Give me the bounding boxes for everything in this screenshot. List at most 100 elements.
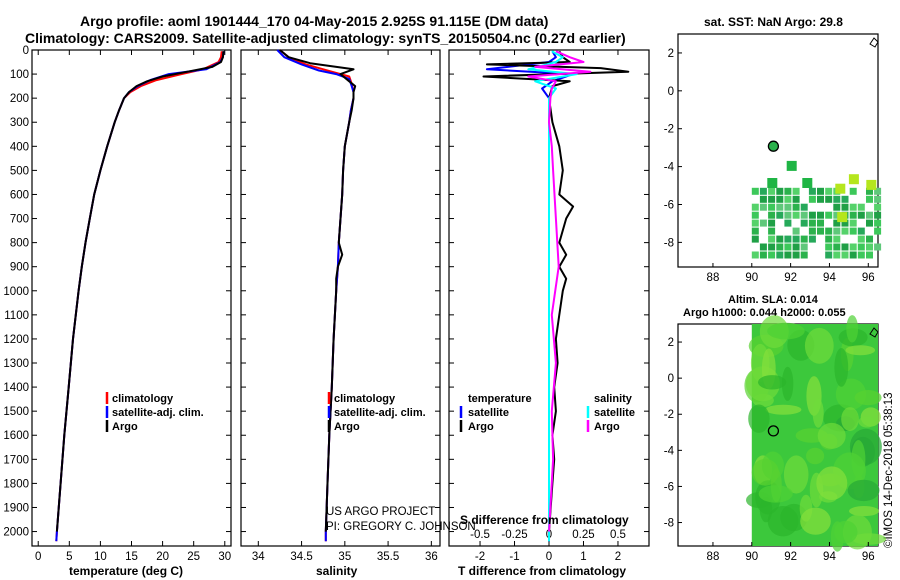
legend-label-argo: Argo bbox=[112, 421, 138, 433]
x-tick-label: 10 bbox=[94, 551, 107, 563]
sla-blob bbox=[812, 398, 824, 428]
sst-cell bbox=[784, 235, 792, 243]
sst-cell bbox=[751, 227, 759, 235]
argo-position-marker bbox=[767, 425, 780, 437]
map-x-tick-label: 92 bbox=[784, 272, 797, 284]
sst-cell bbox=[817, 219, 824, 227]
x-tick-label: 34.5 bbox=[290, 551, 312, 563]
legend-label-t-satellite: satellite bbox=[468, 407, 509, 419]
map-y-tick-label: -8 bbox=[664, 237, 674, 249]
x-tick-label: -2 bbox=[475, 551, 485, 563]
x-tick-label: 5 bbox=[66, 551, 72, 563]
series-line-satellite-adj-clim- bbox=[55, 51, 225, 542]
y-tick-label: 2000 bbox=[3, 527, 29, 539]
map-y-tick-label: 2 bbox=[668, 337, 674, 349]
legend-label-t-argo: Argo bbox=[468, 421, 494, 433]
sst-cell bbox=[786, 160, 797, 171]
y-tick-label: 300 bbox=[10, 117, 29, 129]
y-tick-label: 500 bbox=[10, 165, 29, 177]
y-tick-label: 200 bbox=[10, 93, 29, 105]
sst-cell bbox=[866, 219, 873, 227]
sst-cell bbox=[866, 251, 873, 259]
sst-cell bbox=[825, 227, 833, 235]
sla-blob bbox=[841, 407, 859, 432]
sst-cell bbox=[784, 219, 792, 227]
y-tick-label: 900 bbox=[10, 262, 29, 274]
sst-cell bbox=[837, 212, 848, 223]
sla-blob bbox=[767, 322, 805, 340]
map-y-tick-label: -8 bbox=[664, 518, 674, 530]
sst-cell bbox=[776, 187, 784, 195]
sst-cell bbox=[874, 195, 882, 203]
sst-cell bbox=[751, 211, 759, 219]
sst-cell bbox=[768, 235, 776, 243]
sla-blob bbox=[765, 404, 802, 415]
series-line-climatology bbox=[279, 49, 355, 542]
sst-cell bbox=[776, 203, 784, 211]
y-tick-label: 1200 bbox=[3, 334, 29, 346]
map-x-tick-label: 88 bbox=[707, 551, 720, 563]
y-tick-label: 1500 bbox=[3, 406, 29, 418]
map-y-tick-label: -6 bbox=[664, 481, 674, 493]
legend-title-salinity: salinity bbox=[594, 393, 633, 405]
sst-cell bbox=[825, 187, 833, 195]
y-tick-label: 1600 bbox=[3, 430, 29, 442]
x-tick-label: 0 bbox=[35, 551, 41, 563]
sst-cell bbox=[751, 219, 759, 227]
sst-cell bbox=[792, 227, 800, 235]
sst-cell bbox=[784, 243, 792, 251]
sst-cell bbox=[833, 227, 841, 235]
map-x-tick-label: 90 bbox=[745, 551, 758, 563]
y-tick-label: 800 bbox=[10, 238, 29, 250]
sst-cell bbox=[768, 227, 776, 235]
sst-cell bbox=[792, 235, 800, 243]
sst-cell bbox=[792, 203, 800, 211]
argo-position-marker bbox=[767, 140, 780, 152]
sst-cell bbox=[848, 174, 859, 185]
series-line-s-satellite bbox=[527, 50, 578, 542]
sla-blob bbox=[834, 520, 858, 544]
depth-axis: 0 100 200 300 400 500 600 700 800 900 1000 1100 1200… bbox=[3, 45, 649, 539]
sst-cell bbox=[833, 251, 841, 259]
x-tick-label: 35.5 bbox=[377, 551, 399, 563]
map-y-tick-label: -2 bbox=[664, 409, 674, 421]
top-x-tick-label: 0.25 bbox=[572, 529, 594, 541]
imos-credit: ©IMOS 14-Dec-2018 05:38:13 bbox=[883, 392, 895, 548]
legend-label-argo: Argo bbox=[334, 421, 360, 433]
series-line-climatology bbox=[55, 51, 223, 542]
temperature-xlabel: temperature (deg C) bbox=[69, 564, 183, 578]
sst-cell bbox=[784, 195, 792, 203]
series-line-satellite-adj-clim- bbox=[276, 49, 355, 542]
sst-cell bbox=[768, 243, 776, 251]
header-line2: Climatology: CARS2009. Satellite-adjuste… bbox=[25, 30, 626, 46]
sst-cell bbox=[849, 243, 857, 251]
x-tick-label: 30 bbox=[218, 551, 231, 563]
sst-cell bbox=[833, 243, 841, 251]
sst-cell bbox=[759, 195, 767, 203]
sst-cell bbox=[800, 219, 808, 227]
sst-cell bbox=[841, 227, 849, 235]
sst-cell bbox=[751, 235, 759, 243]
map-y-tick-label: -6 bbox=[664, 199, 674, 211]
sst-cell bbox=[857, 211, 865, 219]
sst-cell bbox=[849, 227, 857, 235]
sst-cell bbox=[874, 187, 882, 195]
sst-cell bbox=[808, 195, 816, 203]
sst-cell bbox=[833, 219, 841, 227]
sla-blob bbox=[851, 440, 866, 479]
map-x-tick-label: 92 bbox=[784, 551, 797, 563]
sst-cell bbox=[866, 195, 873, 203]
sst-cell bbox=[776, 243, 784, 251]
map-y-tick-label: 0 bbox=[668, 373, 674, 385]
sst-cell bbox=[784, 203, 792, 211]
sst-cell bbox=[800, 235, 808, 243]
sst-cell bbox=[857, 251, 865, 259]
sst-cell bbox=[825, 235, 833, 243]
legend-label-s-argo: Argo bbox=[594, 421, 620, 433]
y-tick-label: 1700 bbox=[3, 454, 29, 466]
sst-cell bbox=[776, 235, 784, 243]
map-x-tick-label: 96 bbox=[862, 551, 875, 563]
sst-cell bbox=[768, 195, 776, 203]
top-x-tick-label: -0.25 bbox=[501, 529, 527, 541]
